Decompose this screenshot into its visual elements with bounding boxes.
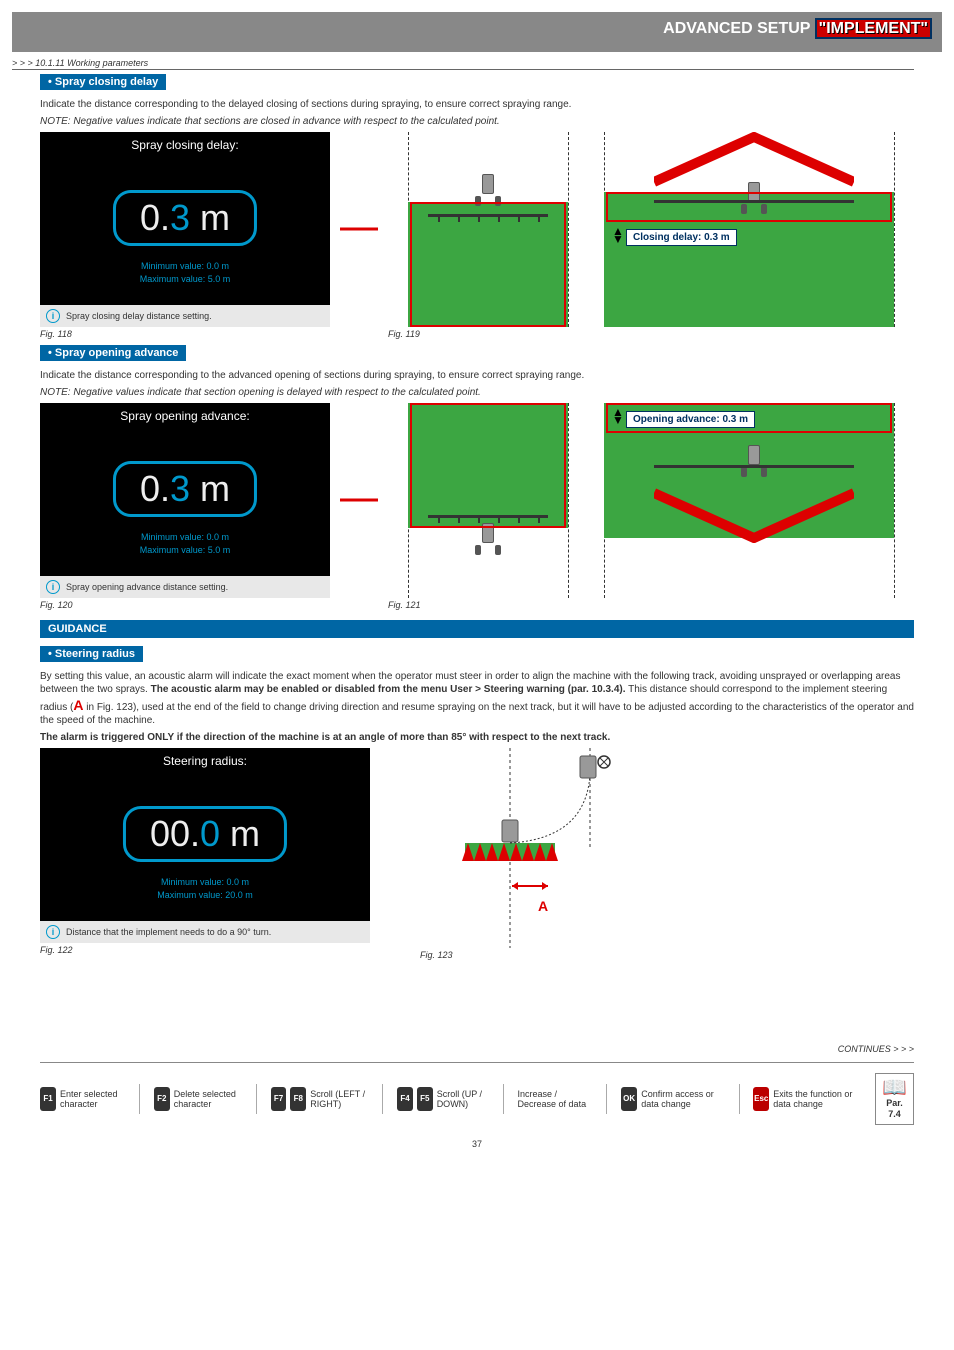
max-val: Maximum value: 5.0 m	[40, 273, 330, 286]
info-icon: i	[46, 309, 60, 323]
value-dec: 3	[170, 468, 190, 509]
info-icon: i	[46, 925, 60, 939]
value-unit: m	[190, 468, 230, 509]
screen-info-text: Spray opening advance distance setting.	[66, 582, 228, 592]
par-reference-box: 📖 Par. 7.4	[875, 1073, 914, 1125]
value-dec: 0	[200, 813, 220, 854]
double-arrow-icon: ▲▼	[612, 408, 624, 425]
header-bar: ADVANCED SETUP "IMPLEMENT"	[12, 12, 942, 52]
screen-title: Spray opening advance:	[40, 409, 330, 423]
key-f1: F1	[40, 1087, 56, 1111]
steering-radius-tag: • Steering radius	[40, 646, 143, 662]
key-ok: OK	[621, 1087, 637, 1111]
footer-key-legend: F1 Enter selected character F2 Delete se…	[40, 1062, 914, 1133]
header-implement: "IMPLEMENT"	[815, 18, 932, 39]
key-incdec-label: Increase / Decrease of data	[518, 1089, 593, 1110]
g-p1b: The acoustic alarm may be enabled or dis…	[151, 684, 626, 695]
screen-info-bar: i Spray closing delay distance setting.	[40, 305, 330, 327]
screen-info-text: Spray closing delay distance setting.	[66, 311, 212, 321]
value-int: 00.	[150, 813, 200, 854]
fig-123-diagram: A	[420, 748, 620, 948]
key-f7: F7	[271, 1087, 287, 1111]
fig-121-left	[388, 403, 588, 598]
value-dec: 3	[170, 197, 190, 238]
min-val: Minimum value: 0.0 m	[40, 876, 370, 889]
book-icon: 📖	[882, 1078, 907, 1098]
screen-info-bar: i Spray opening advance distance setting…	[40, 576, 330, 598]
tractor-icon	[740, 445, 768, 481]
header-title: ADVANCED SETUP "IMPLEMENT"	[663, 20, 932, 38]
letter-A: A	[73, 697, 83, 713]
fig-122-screen: Steering radius: 00.0 m Minimum value: 0…	[40, 748, 370, 943]
red-arrow-icon	[340, 132, 378, 327]
par-ref: Par. 7.4	[886, 1098, 903, 1119]
key-f8: F8	[290, 1087, 306, 1111]
fig-118-caption: Fig. 118	[40, 329, 330, 339]
fig-121-caption: Fig. 121	[388, 600, 914, 610]
double-arrow-icon: ▲▼	[612, 227, 624, 244]
breadcrumb: > > > 10.1.11 Working parameters	[12, 58, 914, 68]
key-scroll-lr-label: Scroll (LEFT / RIGHT)	[310, 1089, 368, 1110]
value-int: 0.	[140, 468, 170, 509]
section2-note: NOTE: Negative values indicate that sect…	[40, 386, 914, 399]
key-esc: Esc	[753, 1087, 769, 1111]
fig-120-caption: Fig. 120	[40, 600, 330, 610]
key-f4: F4	[397, 1087, 413, 1111]
g-p2: The alarm is triggered ONLY if the direc…	[40, 732, 610, 743]
section2-desc: Indicate the distance corresponding to t…	[40, 369, 914, 382]
minmax: Minimum value: 0.0 m Maximum value: 20.0…	[40, 876, 370, 901]
screen-title: Steering radius:	[40, 754, 370, 768]
key-f1-label: Enter selected character	[60, 1089, 125, 1110]
min-val: Minimum value: 0.0 m	[40, 260, 330, 273]
key-ok-label: Confirm access or data change	[641, 1089, 724, 1110]
key-esc-label: Exits the function or data change	[773, 1089, 861, 1110]
info-icon: i	[46, 580, 60, 594]
key-f5: F5	[417, 1087, 433, 1111]
value-box: 00.0 m	[123, 806, 287, 862]
max-val: Maximum value: 20.0 m	[40, 889, 370, 902]
minmax: Minimum value: 0.0 m Maximum value: 5.0 …	[40, 531, 330, 556]
header-advanced: ADVANCED SETUP	[663, 20, 810, 37]
value-int: 0.	[140, 197, 170, 238]
page-number: 37	[0, 1139, 954, 1159]
fig-122-caption: Fig. 122	[40, 945, 370, 955]
red-arrow-icon	[340, 403, 378, 598]
opening-advance-label: Opening advance: 0.3 m	[626, 411, 755, 428]
fig-119-caption: Fig. 119	[388, 329, 914, 339]
tractor-icon	[474, 523, 502, 559]
g-p1d: in Fig. 123), used at the end of the fie…	[40, 702, 914, 726]
key-f2-label: Delete selected character	[174, 1089, 242, 1110]
letter-A-diagram: A	[538, 898, 548, 914]
min-val: Minimum value: 0.0 m	[40, 531, 330, 544]
section2-tag: • Spray opening advance	[40, 345, 186, 361]
key-f2: F2	[154, 1087, 170, 1111]
value-box: 0.3 m	[113, 190, 257, 246]
value-unit: m	[220, 813, 260, 854]
continues-text: CONTINUES > > >	[0, 1040, 954, 1062]
fig-118-screen: Spray closing delay: 0.3 m Minimum value…	[40, 132, 330, 327]
guidance-band: GUIDANCE	[40, 620, 914, 638]
value-unit: m	[190, 197, 230, 238]
fig-121-right: ▲▼ Opening advance: 0.3 m	[594, 403, 914, 598]
guidance-para1: By setting this value, an acoustic alarm…	[40, 670, 914, 727]
fig-120-screen: Spray opening advance: 0.3 m Minimum val…	[40, 403, 330, 598]
fig-119-right: ▲▼ Closing delay: 0.3 m	[594, 132, 914, 327]
section1-note: NOTE: Negative values indicate that sect…	[40, 115, 914, 128]
guidance-para2: The alarm is triggered ONLY if the direc…	[40, 731, 914, 744]
max-val: Maximum value: 5.0 m	[40, 544, 330, 557]
screen-title: Spray closing delay:	[40, 138, 330, 152]
fig-119-left	[388, 132, 588, 327]
value-box: 0.3 m	[113, 461, 257, 517]
section1-tag: • Spray closing delay	[40, 74, 166, 90]
fig-123-caption: Fig. 123	[420, 950, 620, 960]
section1-desc: Indicate the distance corresponding to t…	[40, 98, 914, 111]
screen-info-bar: i Distance that the implement needs to d…	[40, 921, 370, 943]
key-scroll-ud-label: Scroll (UP / DOWN)	[437, 1089, 489, 1110]
screen-info-text: Distance that the implement needs to do …	[66, 927, 271, 937]
minmax: Minimum value: 0.0 m Maximum value: 5.0 …	[40, 260, 330, 285]
closing-delay-label: Closing delay: 0.3 m	[626, 229, 737, 246]
roof-down-icon	[654, 483, 854, 543]
